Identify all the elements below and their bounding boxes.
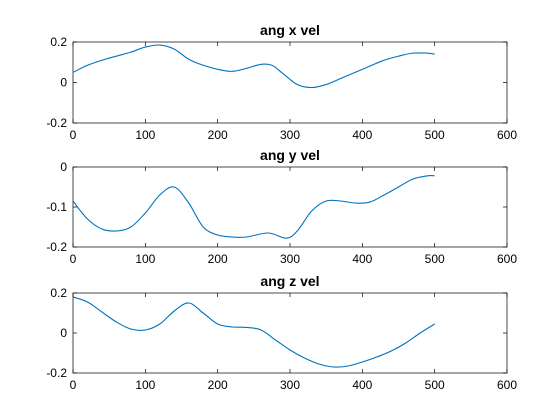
y-tick-label: 0 bbox=[60, 160, 67, 174]
y-tick-label: 0.2 bbox=[50, 286, 67, 300]
x-tick-label: 200 bbox=[208, 378, 228, 392]
series-line bbox=[72, 175, 435, 239]
x-tick-label: 400 bbox=[352, 252, 372, 266]
axes-frame bbox=[72, 41, 508, 124]
y-tick-label: -0.2 bbox=[46, 366, 67, 380]
x-tick-label: 600 bbox=[497, 252, 517, 266]
x-tick-label: 200 bbox=[208, 252, 228, 266]
y-tick-label: -0.2 bbox=[46, 116, 67, 130]
x-tick-label: 0 bbox=[70, 128, 77, 142]
x-tick-label: 300 bbox=[280, 252, 300, 266]
y-tick-label: 0 bbox=[60, 76, 67, 90]
y-tick-label: -0.2 bbox=[46, 240, 67, 254]
series-line bbox=[72, 44, 435, 89]
x-tick-label: 500 bbox=[425, 128, 445, 142]
subplot-ang-z-vel: ang z vel 0 100 200 300 400 500 600-0.200.2 bbox=[46, 273, 517, 392]
x-tick-label: 500 bbox=[425, 252, 445, 266]
subplot-ang-y-vel: ang y vel 0 100 200 300 400 500 600 -0.2 -0.1 0 bbox=[46, 147, 517, 266]
x-tick-label: 600 bbox=[497, 128, 517, 142]
x-tick-label: 100 bbox=[135, 252, 155, 266]
x-tick-label: 300 bbox=[280, 128, 300, 142]
series-line bbox=[72, 296, 435, 368]
x-tick-label: 400 bbox=[352, 378, 372, 392]
x-tick-label: 200 bbox=[208, 128, 228, 142]
x-tick-label: 0 bbox=[70, 378, 77, 392]
x-tick-label: 400 bbox=[352, 128, 372, 142]
chart-title: ang z vel bbox=[260, 273, 319, 289]
subplot-ang-x-vel: ang x vel 0 100 200 300 400 500 600-0.200.2 bbox=[46, 22, 517, 142]
x-tick-label: 600 bbox=[497, 378, 517, 392]
y-tick-label: 0.2 bbox=[50, 35, 67, 49]
chart-title: ang x vel bbox=[260, 22, 320, 38]
axes-frame bbox=[72, 166, 508, 248]
x-tick-label: 100 bbox=[135, 128, 155, 142]
y-tick-label: 0 bbox=[60, 326, 67, 340]
y-tick-label: -0.1 bbox=[46, 200, 67, 214]
chart-title: ang y vel bbox=[260, 147, 320, 163]
x-tick-label: 0 bbox=[70, 252, 77, 266]
x-tick-label: 300 bbox=[280, 378, 300, 392]
x-tick-label: 100 bbox=[135, 378, 155, 392]
axes-frame bbox=[72, 292, 508, 374]
x-tick-label: 500 bbox=[425, 378, 445, 392]
